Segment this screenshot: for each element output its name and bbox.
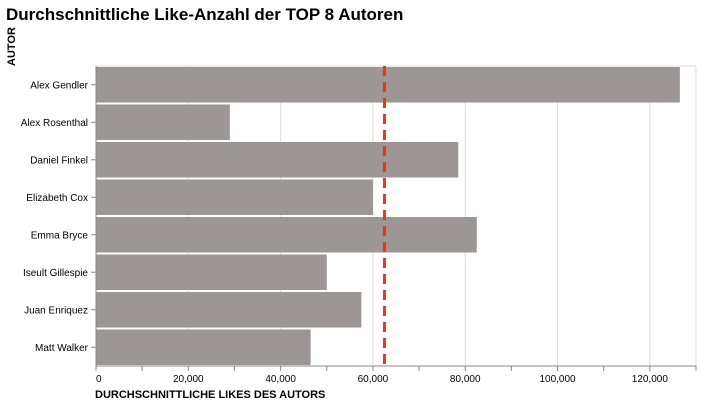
bar [96,254,327,290]
x-tick-label: 40,000 [265,374,296,385]
y-tick-label: Elizabeth Cox [26,193,88,204]
bar [96,292,362,328]
x-tick-label: 120,000 [632,374,669,385]
x-axis-title: DURCHSCHNITTLICHE LIKES DES AUTORS [95,389,325,401]
y-tick-label: Matt Walker [35,343,89,354]
x-tick-label: 100,000 [539,374,576,385]
y-axis-title: AUTOR [6,27,18,66]
bar [96,142,459,178]
y-tick-label: Emma Bryce [31,230,89,241]
x-tick-label: 0 [96,374,102,385]
y-tick-label: Iseult Gillespie [23,268,88,279]
y-tick-label: Alex Gendler [30,80,88,91]
x-tick-label: 80,000 [450,374,481,385]
bar [96,217,477,253]
bar [96,329,311,365]
bar [96,179,373,215]
y-axis: Alex Gendler Alex Rosenthal Daniel Finkel E… [21,66,97,366]
bars [96,67,680,365]
x-tick-label: 60,000 [358,374,389,385]
y-tick-label: Daniel Finkel [30,155,88,166]
x-axis: 0 20,000 40,000 60,000 80,000 100,000 120,000 [95,365,697,385]
bar [96,104,230,140]
chart-title: Durchschnittliche Like-Anzahl der TOP 8 … [6,5,403,24]
y-tick-label: Juan Enriquez [24,305,88,316]
y-tick-label: Alex Rosenthal [21,118,88,129]
bar [96,67,680,103]
x-tick-label: 20,000 [173,374,204,385]
